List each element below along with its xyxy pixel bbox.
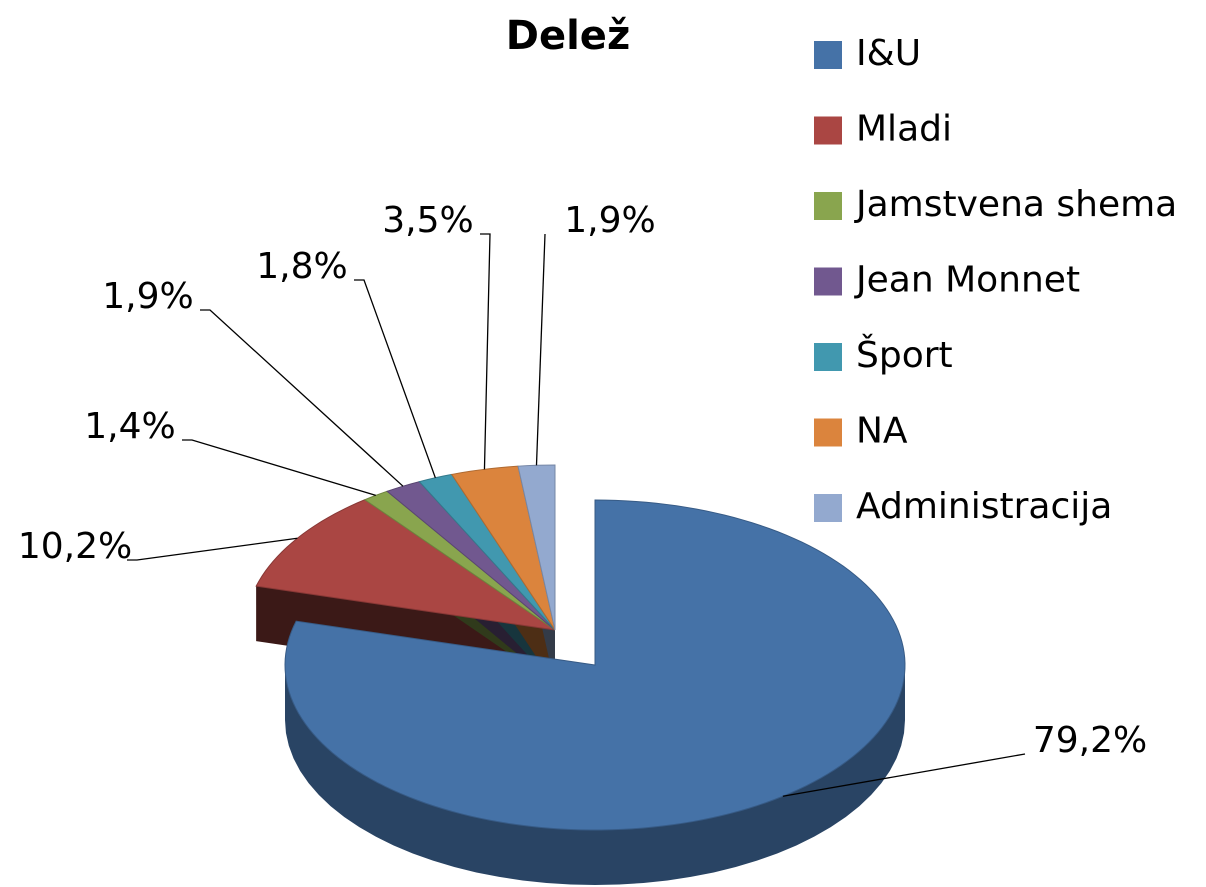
legend-label: NA bbox=[856, 411, 908, 452]
legend-swatch bbox=[814, 418, 842, 447]
legend-label: Administracija bbox=[856, 486, 1112, 527]
leader-line bbox=[354, 279, 436, 479]
legend-label: Jamstvena shema bbox=[854, 184, 1177, 225]
legend-label: Šport bbox=[856, 334, 953, 376]
data-label: 3,5% bbox=[382, 200, 473, 241]
legend-label: I&U bbox=[856, 33, 921, 74]
leader-line bbox=[200, 309, 404, 487]
data-label: 10,2% bbox=[18, 526, 132, 567]
leader-line bbox=[480, 233, 491, 470]
legend-swatch bbox=[814, 41, 842, 69]
legend-swatch bbox=[814, 494, 842, 522]
data-label: 79,2% bbox=[1033, 720, 1147, 761]
chart-title: Delež bbox=[506, 13, 630, 59]
data-label: 1,9% bbox=[102, 276, 193, 317]
legend-label: Jean Monnet bbox=[854, 260, 1080, 301]
leader-line bbox=[127, 537, 298, 561]
data-label: 1,9% bbox=[564, 200, 655, 241]
slice bbox=[255, 499, 556, 631]
data-label: 1,4% bbox=[84, 406, 175, 447]
pie-tops bbox=[255, 464, 906, 831]
slice bbox=[450, 465, 556, 631]
legend: I&U Mladi Jamstvena shema Jean Monnet Šport N… bbox=[814, 33, 1177, 527]
legend-label: Mladi bbox=[856, 109, 952, 150]
slice-side bbox=[285, 665, 905, 885]
leader-line bbox=[782, 753, 1026, 797]
legend-swatch bbox=[814, 192, 842, 220]
data-label: 1,8% bbox=[256, 246, 347, 287]
data-labels: 79,2% 10,2% 1,4% 1,9% 1,8% 3,5% 1,9% bbox=[18, 200, 1147, 797]
legend-swatch bbox=[814, 267, 842, 296]
legend-swatch bbox=[814, 343, 842, 371]
legend-swatch bbox=[814, 116, 842, 145]
leader-line bbox=[535, 233, 546, 466]
leader-line bbox=[182, 439, 376, 496]
